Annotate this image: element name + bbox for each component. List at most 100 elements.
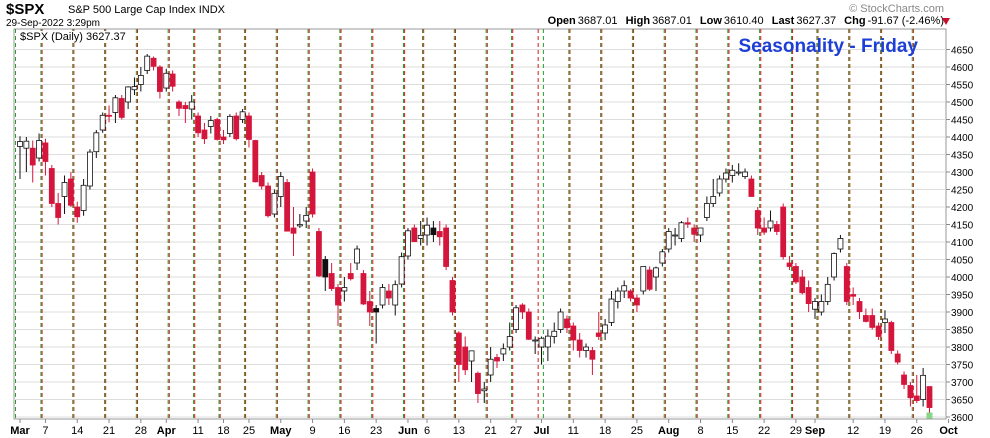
x-tick-label: 27 xyxy=(510,425,522,437)
candle-body xyxy=(640,266,647,292)
x-tick-label: 26 xyxy=(911,425,923,437)
last-label: Last xyxy=(771,15,795,27)
candle-body xyxy=(188,101,195,110)
candle-body xyxy=(888,322,895,351)
candle-body xyxy=(405,230,411,257)
candle-body xyxy=(723,172,729,180)
candle-body xyxy=(786,262,793,267)
candle-body xyxy=(583,346,589,351)
candle-body xyxy=(805,287,812,305)
y-tick-label: 4550 xyxy=(951,81,974,92)
open-label: Open xyxy=(547,15,576,27)
last-value: 3627.37 xyxy=(796,15,837,27)
candle-body xyxy=(99,114,106,131)
candle-body xyxy=(494,357,500,362)
x-tick-label: 8 xyxy=(697,425,703,437)
candle-body xyxy=(831,253,837,278)
candle-body xyxy=(455,332,462,365)
candle-body xyxy=(284,182,291,232)
candle-body xyxy=(602,324,609,334)
candle-body xyxy=(163,72,170,89)
candle-body xyxy=(856,301,863,313)
candle-body xyxy=(214,119,221,140)
candle-body xyxy=(398,256,405,285)
y-tick-label: 4500 xyxy=(951,98,974,109)
y-tick-label: 4150 xyxy=(951,221,974,232)
chg-label: Chg xyxy=(844,15,866,27)
candle-body xyxy=(875,325,882,337)
y-tick-label: 4200 xyxy=(951,203,974,214)
candle-body xyxy=(468,350,475,362)
candle-body xyxy=(843,266,850,302)
candle-body xyxy=(570,325,577,341)
seasonality-markers xyxy=(15,29,914,419)
x-tick-label: May xyxy=(270,425,292,437)
x-tick-label: 22 xyxy=(758,425,770,437)
y-tick-label: 4300 xyxy=(951,168,974,179)
candle-body xyxy=(748,178,755,197)
y-tick-label: 4600 xyxy=(951,63,974,74)
candle-body xyxy=(697,227,704,236)
candle-body xyxy=(850,294,857,297)
candle-body xyxy=(157,66,163,92)
y-tick-label: 4100 xyxy=(951,238,974,249)
candle-body xyxy=(920,374,927,400)
candle-body xyxy=(42,142,49,162)
candle-body xyxy=(430,227,437,236)
candle-body xyxy=(481,388,488,392)
candle-body xyxy=(23,140,30,149)
candle-body xyxy=(901,374,907,385)
candle-body xyxy=(411,227,418,243)
x-tick-label: Aug xyxy=(658,425,679,437)
x-tick-label: Sep xyxy=(805,425,825,437)
x-tick-label: Apr xyxy=(157,425,177,437)
candle-body xyxy=(513,307,519,330)
y-tick-label: 3700 xyxy=(951,378,974,389)
candle-body xyxy=(684,222,691,225)
candle-body xyxy=(824,283,831,302)
candle-body xyxy=(634,297,640,306)
candle-body xyxy=(449,280,456,313)
candle-body xyxy=(277,176,284,197)
candle-body xyxy=(614,290,621,302)
y-tick-label: 3650 xyxy=(951,396,974,407)
candle-body xyxy=(551,330,558,337)
candle-body xyxy=(176,101,182,109)
candle-body xyxy=(417,234,424,239)
candle-body xyxy=(74,206,81,218)
candle-body xyxy=(576,339,583,351)
high-label: High xyxy=(625,15,651,27)
timestamp: 29-Sep-2022 3:29pm xyxy=(6,18,100,29)
candle-body xyxy=(754,210,761,229)
candle-body xyxy=(55,203,62,218)
candle-body xyxy=(36,140,42,159)
chg-value: -91.67 (-2.46%) xyxy=(867,15,944,27)
candle-body xyxy=(818,301,825,313)
candle-body xyxy=(131,86,138,91)
candle-body xyxy=(379,287,386,306)
description-text: S&P 500 Large Cap Index xyxy=(68,4,196,16)
candle-body xyxy=(233,115,240,140)
candle-body xyxy=(812,301,818,310)
candle-body xyxy=(316,231,322,277)
candle-body xyxy=(799,276,806,294)
x-tick-label: 15 xyxy=(726,425,738,437)
candle-body xyxy=(182,105,189,110)
candle-body xyxy=(780,206,787,258)
y-tick-label: 3850 xyxy=(951,326,974,337)
x-tick-label: 16 xyxy=(338,425,350,437)
candle-body xyxy=(716,178,723,194)
candle-body xyxy=(246,115,252,140)
candle-body xyxy=(112,97,119,113)
candle-body xyxy=(118,98,125,118)
y-axis: 3600 3650 3700 3750 3800 3850 3900 3950 4000 4050… xyxy=(946,46,974,424)
candle-body xyxy=(532,339,539,342)
y-tick-label: 4400 xyxy=(951,133,974,144)
candle-body xyxy=(913,395,920,401)
y-tick-label: 4350 xyxy=(951,151,974,162)
y-tick-label: 3900 xyxy=(951,308,974,319)
candle-body xyxy=(767,220,774,229)
series-label: $SPX (Daily) 3627.37 xyxy=(18,31,128,43)
y-tick-label: 3600 xyxy=(951,413,974,424)
last-bar-highlight xyxy=(926,412,933,419)
